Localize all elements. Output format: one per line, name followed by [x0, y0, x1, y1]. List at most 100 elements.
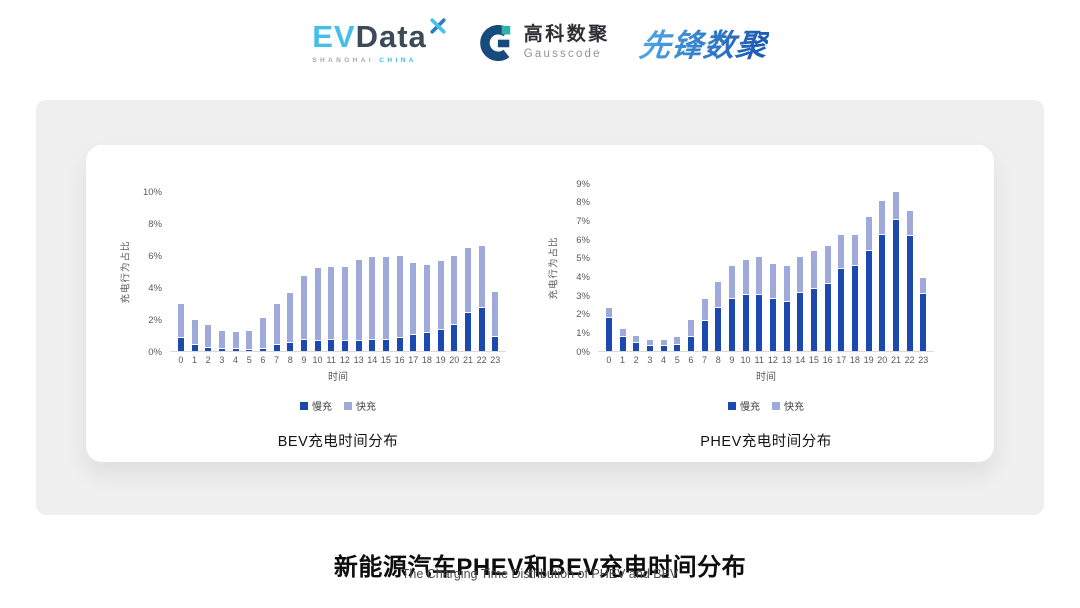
stacked-bar	[728, 266, 735, 351]
bar-segment-slow	[355, 341, 362, 351]
bar-segment-slow	[728, 298, 735, 351]
stacked-bar	[451, 255, 458, 351]
bar-column	[848, 184, 862, 351]
x-tick-label: 20	[449, 355, 460, 365]
x-tick-label: 18	[421, 355, 432, 365]
bar-column	[903, 184, 917, 351]
bar-column	[725, 184, 739, 351]
bar-segment-slow	[810, 289, 817, 351]
bar-column	[711, 184, 725, 351]
bar-column	[365, 192, 379, 351]
bar-segment-slow	[328, 339, 335, 351]
stacked-bar	[605, 308, 612, 351]
gausscode-logo: 高科数聚 Gausscode	[477, 24, 610, 62]
y-tick-label: 6%	[576, 234, 590, 246]
bar-segment-fast	[492, 292, 499, 336]
bar-segment-fast	[410, 262, 417, 334]
stacked-bar	[660, 339, 667, 351]
bar-column	[475, 192, 489, 351]
x-tick-label: 19	[863, 355, 874, 365]
x-tick-label: 5	[674, 355, 680, 365]
bar-segment-fast	[906, 210, 913, 236]
x-axis-title: 时间	[328, 372, 348, 383]
x-tick-label: 11	[326, 355, 336, 365]
legend-swatch	[728, 401, 736, 410]
bar-segment-slow	[246, 350, 253, 351]
bar-column	[406, 192, 420, 351]
bar-column	[602, 184, 616, 351]
gausscode-text: 高科数聚 Gausscode	[523, 24, 610, 60]
charts-card: 充电行为占比 0% 2% 4% 6% 8% 10% 0 1 2 3 4 5 6 7 8 9 10 11 12 13 1…	[86, 145, 994, 462]
bar-segment-slow	[701, 321, 708, 351]
bar-segment-fast	[701, 298, 708, 321]
y-axis-title: 充电行为占比	[120, 240, 132, 304]
xianfeng-text: 先锋数聚	[637, 20, 771, 65]
stacked-bar	[838, 235, 845, 351]
x-tick-label: 13	[781, 355, 792, 365]
bar-segment-slow	[715, 308, 722, 351]
stacked-bar	[783, 266, 790, 351]
bar-column	[352, 192, 366, 351]
stacked-bar	[259, 318, 266, 351]
bar-segment-fast	[464, 247, 471, 312]
x-tick-label: 14	[795, 355, 806, 365]
bar-segment-fast	[246, 330, 253, 350]
stacked-bar	[701, 298, 708, 351]
y-tick-label: 6%	[148, 250, 162, 262]
x-tick-label: 21	[462, 355, 473, 365]
bar-segment-slow	[437, 330, 444, 351]
bar-segment-fast	[437, 261, 444, 330]
bar-segment-fast	[177, 303, 184, 338]
stacked-bar	[906, 210, 913, 351]
y-tick-label: 7%	[576, 215, 590, 227]
bar-segment-slow	[646, 346, 653, 351]
stacked-bar	[478, 246, 485, 351]
bar-segment-slow	[259, 348, 266, 351]
bar-segment-fast	[892, 192, 899, 220]
x-tick-label: 20	[877, 355, 888, 365]
stacked-bar	[619, 328, 626, 351]
stacked-bar	[205, 325, 212, 351]
stacked-bar	[797, 256, 804, 351]
bar-segment-fast	[232, 332, 239, 349]
bar-segment-slow	[769, 298, 776, 351]
bar-segment-slow	[177, 338, 184, 351]
x-tick-label: 3	[219, 355, 225, 365]
y-tick-label: 3%	[576, 290, 590, 302]
bar-segment-fast	[423, 265, 430, 333]
bar-segment-fast	[728, 266, 735, 298]
stacked-bar	[218, 330, 225, 351]
stacked-bar	[314, 267, 321, 351]
bar-segment-slow	[783, 301, 790, 351]
bar-column	[270, 192, 284, 351]
x-tick-label: 22	[904, 355, 915, 365]
evdata-logo: EV Data SHANGHAI CHINA	[312, 18, 447, 64]
bar-column	[629, 184, 643, 351]
y-tick-label: 4%	[148, 282, 162, 294]
legend: 慢充 快充	[170, 398, 506, 413]
bar-column	[488, 192, 502, 351]
x-axis-labels: 0 1 2 3 4 5 6 7 8 9 10 11 12 13 14 15 16 17 18 19 20 21 22 23	[598, 355, 934, 365]
bar-segment-fast	[687, 320, 694, 336]
evdata-china-text: CHINA	[379, 57, 417, 64]
bar-segment-slow	[191, 345, 198, 351]
stacked-bar	[328, 266, 335, 351]
x-axis-title: 时间	[756, 372, 776, 383]
phev-chart: 充电行为占比 0% 1% 2% 3% 4% 5% 6% 7% 8% 9% 0 1 2 3 4 5 6 7 8 9 10…	[544, 179, 934, 451]
bar-column	[338, 192, 352, 351]
legend-label: 慢充	[740, 402, 760, 413]
y-axis-title-container: 充电行为占比	[116, 192, 132, 352]
bar-segment-fast	[920, 278, 927, 294]
gausscode-cn-text: 高科数聚	[523, 24, 610, 46]
bar-segment-slow	[410, 335, 417, 351]
x-tick-label: 23	[918, 355, 929, 365]
x-tick-label: 11	[754, 355, 764, 365]
bar-segment-fast	[369, 257, 376, 339]
bar-segment-slow	[879, 235, 886, 351]
header-logos: EV Data SHANGHAI CHINA 高科数聚 Gausscode 先锋数…	[0, 18, 1080, 65]
x-tick-label: 8	[287, 355, 293, 365]
y-axis-title: 充电行为占比	[548, 236, 560, 300]
evdata-ev-text: EV	[312, 19, 356, 54]
bar-column	[657, 184, 671, 351]
x-tick-label: 8	[715, 355, 721, 365]
